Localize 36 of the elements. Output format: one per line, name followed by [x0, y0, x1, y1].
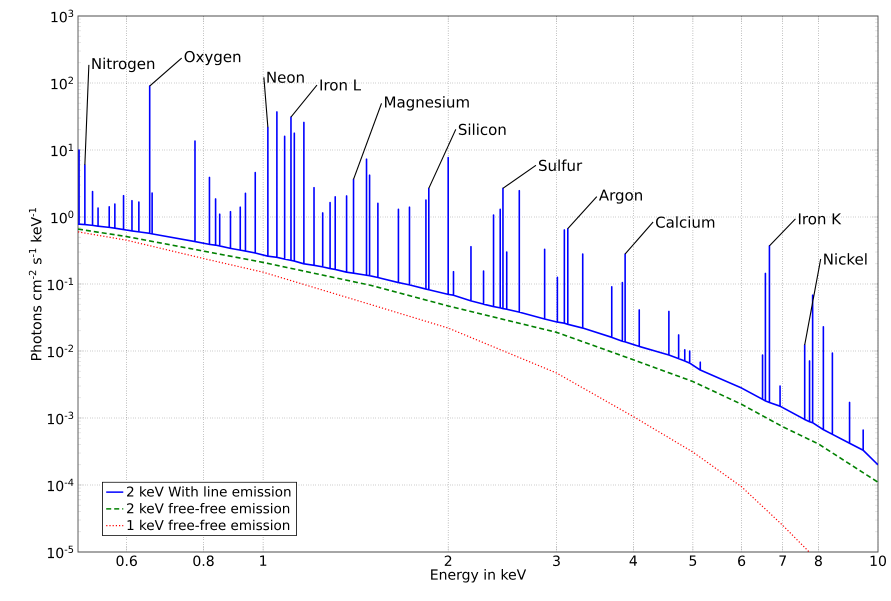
y-tick-label: 10$^{-3}$ [48, 412, 74, 424]
annotation: Sulfur [538, 160, 582, 172]
y-tick-label: 10$^{-1}$ [48, 278, 74, 290]
x-tick-label: 3 [553, 556, 560, 566]
x-tick-label: 8 [814, 556, 822, 566]
x-tick-label: 1 [260, 556, 266, 566]
x-tick-label: 2 [444, 556, 452, 566]
legend-label: 2 keV free-free emission [127, 502, 290, 514]
y-tick-label: 10$^{3}$ [51, 10, 74, 22]
y-tick-label: 10$^{2}$ [51, 76, 73, 90]
annotation: Iron K [798, 213, 842, 225]
y-tick-label: 10$^{-2}$ [48, 344, 73, 358]
legend-label: 1 keV free-free emission [128, 520, 290, 530]
annotation: Nickel [824, 253, 867, 265]
x-tick-label: 10 [870, 556, 886, 566]
annotation: Neon [267, 72, 304, 83]
x-tick-label: 5 [690, 556, 696, 566]
annotation: Magnesium [385, 96, 469, 111]
annotation: Oxygen [184, 50, 240, 66]
annotation: Silicon [458, 124, 506, 136]
x-tick-label: 6 [738, 556, 746, 566]
annotation: Nitrogen [92, 58, 154, 72]
y-tick-label: 10$^{1}$ [51, 144, 74, 156]
annotation: Calcium [656, 216, 714, 228]
y-tick-label: 10$^{-4}$ [48, 478, 74, 492]
y-tick-label: 10$^{-5}$ [48, 546, 74, 558]
annotation: Iron L [320, 80, 361, 91]
x-tick-label: 0.6 [116, 556, 137, 566]
annotation: Argon [598, 190, 642, 204]
y-tick-label: 10$^{0}$ [51, 210, 74, 224]
x-axis-title: Energy in keV [431, 568, 526, 583]
x-tick-label: 4 [630, 556, 637, 566]
y-axis-title: Photons cm$^{-2}$ s$^{-1}$ keV$^{-1}$ [28, 208, 42, 360]
x-tick-label: 7 [779, 556, 786, 566]
legend-label: 2 keV With line emission [127, 486, 290, 497]
x-tick-label: 0.8 [193, 556, 214, 566]
